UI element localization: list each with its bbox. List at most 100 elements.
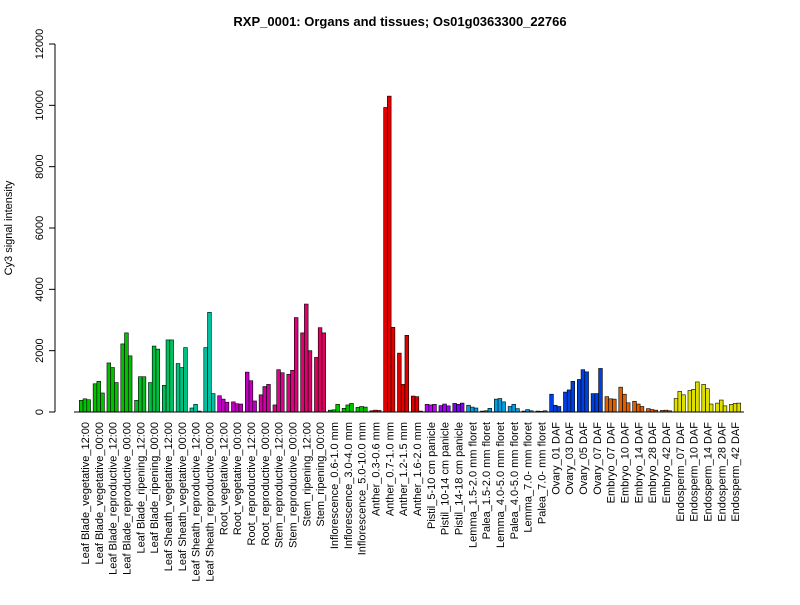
bar bbox=[566, 389, 572, 413]
x-tick-label: Stem_ripening_12:00 bbox=[301, 422, 313, 527]
bar bbox=[258, 394, 264, 413]
x-tick-label: Endosperm_28 DAF bbox=[716, 422, 728, 522]
x-tick-label: Root_vegetative_00:00 bbox=[232, 422, 244, 535]
x-tick-label: Endosperm_14 DAF bbox=[702, 422, 714, 522]
x-tick-label: Leaf Sheath_vegetative_12:00 bbox=[163, 422, 175, 571]
bar bbox=[138, 376, 143, 413]
bar bbox=[307, 350, 313, 413]
bar bbox=[625, 402, 631, 413]
bar bbox=[193, 404, 198, 413]
bar bbox=[515, 408, 520, 413]
bar bbox=[96, 381, 101, 413]
bar bbox=[570, 381, 575, 413]
y-axis: 0 2000 4000 6000 8000 10000 12000 bbox=[34, 29, 56, 415]
bar bbox=[612, 398, 617, 413]
bar bbox=[86, 399, 91, 413]
bar bbox=[411, 395, 416, 413]
bar bbox=[179, 367, 184, 413]
x-tick-label: Leaf Blade_ripening_00:00 bbox=[149, 422, 161, 554]
x-tick-label: Ovary_03 DAF bbox=[564, 422, 576, 495]
bar bbox=[473, 407, 479, 413]
bar bbox=[424, 404, 430, 413]
bar bbox=[577, 379, 582, 413]
x-tick-label: Leaf Blade_vegetative_00:00 bbox=[94, 422, 106, 565]
bar bbox=[719, 399, 724, 413]
bar bbox=[341, 408, 347, 413]
bar bbox=[553, 404, 558, 413]
bar bbox=[446, 405, 451, 413]
bar bbox=[708, 403, 714, 413]
x-tick-label: Leaf Blade_ripening_12:00 bbox=[135, 422, 147, 554]
bar bbox=[106, 362, 112, 413]
bar bbox=[646, 408, 651, 413]
bar bbox=[293, 317, 299, 413]
bar bbox=[687, 390, 693, 413]
bar bbox=[732, 403, 738, 413]
bar bbox=[363, 406, 368, 413]
bar bbox=[165, 339, 171, 413]
x-tick-label: Palea_4.0-5.0 mm floret bbox=[509, 422, 521, 539]
bar bbox=[428, 404, 433, 413]
bar bbox=[210, 393, 216, 413]
bar bbox=[507, 406, 513, 413]
bar bbox=[335, 404, 340, 413]
x-tick-label: Anther_1.6-2.0 mm bbox=[412, 422, 424, 516]
bar bbox=[466, 404, 471, 413]
bar bbox=[110, 367, 115, 413]
bar bbox=[359, 406, 364, 413]
bar bbox=[404, 335, 409, 413]
x-tick-label: Endosperm_07 DAF bbox=[675, 422, 687, 522]
y-tick-label: 4000 bbox=[34, 277, 46, 301]
bar bbox=[248, 380, 254, 413]
bar bbox=[189, 407, 195, 413]
bar bbox=[414, 396, 420, 413]
bar bbox=[124, 332, 129, 413]
bar bbox=[92, 383, 98, 413]
x-tick-label: Stem_reproductive_12:00 bbox=[274, 422, 286, 548]
bar bbox=[262, 386, 267, 413]
bar bbox=[141, 376, 147, 413]
y-tick-label: 8000 bbox=[34, 154, 46, 178]
bar bbox=[432, 404, 437, 413]
bar bbox=[580, 369, 586, 413]
x-tick-label: Embryo_42 DAF bbox=[661, 422, 673, 504]
x-tick-label: Inflorescence_3.0-4.0 mm bbox=[343, 422, 355, 549]
x-tick-label: Endosperm_10 DAF bbox=[689, 422, 701, 522]
bar bbox=[677, 391, 682, 413]
bar bbox=[317, 327, 323, 413]
bar bbox=[169, 339, 174, 413]
bar bbox=[494, 398, 499, 413]
x-tick-label: Anther_1.2-1.5 mm bbox=[398, 422, 410, 516]
x-tick-label: Root_reproductive_12:00 bbox=[246, 422, 258, 546]
x-tick-label: Pistil_5-10 cm panicle bbox=[426, 422, 438, 529]
bar bbox=[217, 395, 222, 413]
y-tick-label: 0 bbox=[34, 409, 46, 415]
bar bbox=[148, 382, 153, 413]
x-tick-label: Anther_0.3-0.6 mm bbox=[370, 422, 382, 516]
bar bbox=[608, 398, 613, 413]
bar bbox=[127, 355, 133, 413]
x-tick-label: Leaf Sheath_reproductive_12:00 bbox=[191, 422, 203, 582]
y-tick-label: 2000 bbox=[34, 338, 46, 362]
bar bbox=[701, 384, 706, 413]
bar bbox=[272, 404, 278, 413]
y-tick-label: 12000 bbox=[34, 29, 46, 60]
bar bbox=[618, 386, 623, 413]
bar bbox=[549, 393, 554, 413]
bar bbox=[598, 368, 603, 413]
bar bbox=[604, 396, 610, 413]
bar bbox=[563, 391, 568, 413]
bar bbox=[501, 401, 506, 413]
bar bbox=[314, 357, 319, 413]
bar bbox=[695, 381, 700, 413]
x-tick-label: Embryo_14 DAF bbox=[633, 422, 645, 504]
bar bbox=[321, 332, 326, 413]
bar bbox=[390, 327, 396, 413]
x-tick-label: Root_vegetative_12:00 bbox=[218, 422, 230, 535]
x-tick-label: Endosperm_42 DAF bbox=[730, 422, 742, 522]
x-tick-label: Inflorescence_0.6-1.0 mm bbox=[329, 422, 341, 549]
bar bbox=[224, 401, 230, 413]
y-tick-label: 6000 bbox=[34, 216, 46, 240]
